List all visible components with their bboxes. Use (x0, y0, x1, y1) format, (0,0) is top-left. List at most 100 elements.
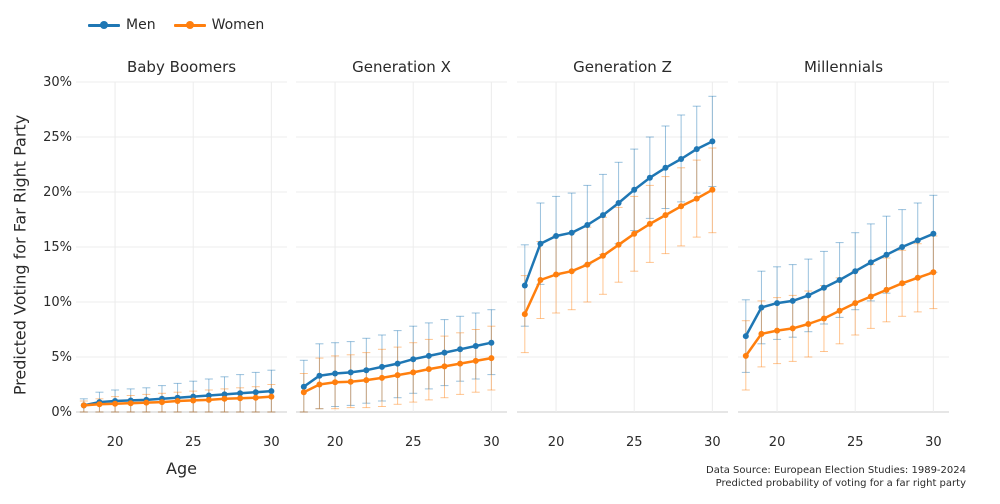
legend-dot-men (100, 21, 108, 29)
data-point-women (457, 360, 464, 367)
panel-title: Generation Z (573, 58, 672, 76)
data-point-men (425, 352, 432, 359)
data-point-women (805, 321, 812, 327)
x-tick-label: 20 (327, 435, 344, 450)
data-point-men (709, 138, 716, 145)
data-point-women (96, 401, 103, 408)
data-point-women (252, 394, 259, 401)
data-point-women (174, 398, 181, 404)
data-point-men (742, 333, 749, 340)
y-axis-label: Predicted Voting for Far Right Party (10, 114, 30, 396)
data-point-women (237, 395, 244, 402)
data-source-caption: Data Source: European Election Studies: … (706, 464, 966, 490)
data-point-women (553, 271, 560, 278)
data-point-women (316, 381, 323, 388)
x-tick-label: 20 (769, 435, 786, 450)
data-point-women (899, 280, 906, 287)
x-tick-label: 20 (107, 435, 124, 450)
data-point-women (867, 293, 874, 300)
data-point-women (599, 252, 606, 259)
y-tick-label: 5% (51, 350, 72, 365)
data-point-women (709, 186, 716, 193)
data-point-women (914, 274, 921, 281)
data-point-women (112, 400, 119, 407)
data-point-women (363, 377, 370, 384)
data-point-women (742, 352, 749, 359)
data-point-men (521, 282, 528, 289)
data-point-men (316, 372, 323, 379)
data-point-men (537, 240, 544, 247)
y-tick-label: 10% (43, 295, 72, 310)
data-point-women (820, 315, 827, 322)
data-point-men (332, 370, 339, 377)
data-point-women (158, 399, 165, 406)
data-point-men (252, 389, 259, 396)
data-point-women (127, 400, 134, 407)
legend: Men Women (88, 17, 264, 33)
data-point-women (332, 379, 339, 386)
data-point-women (472, 357, 479, 364)
data-point-men (300, 383, 307, 390)
data-point-men (584, 222, 591, 228)
data-point-women (537, 277, 544, 283)
data-point-men (836, 277, 843, 283)
data-point-men (268, 388, 275, 395)
y-tick-label: 15% (43, 240, 72, 255)
x-tick-label: 25 (185, 435, 202, 450)
data-point-men (553, 233, 560, 239)
data-point-women (347, 378, 354, 385)
x-tick-label: 25 (405, 435, 422, 450)
data-point-women (300, 389, 307, 396)
data-point-men (615, 200, 622, 206)
caption-line-description: Predicted probability of voting for a fa… (715, 478, 966, 489)
data-point-men (472, 343, 479, 349)
data-point-women (143, 399, 150, 406)
data-point-men (758, 304, 765, 311)
data-point-men (646, 174, 653, 181)
data-point-women (521, 311, 528, 318)
data-point-men (363, 367, 370, 374)
y-tick-label: 30% (43, 75, 72, 90)
legend-swatch-men (88, 18, 120, 32)
data-point-women (394, 372, 401, 379)
data-point-women (568, 268, 575, 275)
data-point-women (615, 241, 622, 248)
legend-dot-women (185, 21, 194, 29)
y-tick-label: 0% (51, 405, 72, 420)
data-point-men (899, 244, 906, 250)
legend-item-women[interactable]: Women (173, 17, 264, 33)
data-point-men (568, 229, 575, 236)
data-point-women (930, 269, 937, 276)
data-point-women (378, 374, 385, 381)
data-point-men (631, 186, 638, 193)
x-tick-label: 30 (704, 435, 721, 450)
x-tick-label: 20 (548, 435, 565, 450)
y-tick-label: 20% (43, 185, 72, 200)
data-point-women (425, 366, 432, 373)
x-tick-label: 25 (847, 435, 864, 450)
data-point-men (378, 363, 385, 370)
data-point-men (883, 251, 890, 258)
data-point-men (789, 297, 796, 304)
legend-swatch-women (173, 18, 206, 32)
data-point-women (205, 396, 212, 403)
data-point-men (347, 369, 354, 376)
data-point-men (852, 268, 859, 275)
data-point-women (836, 307, 843, 314)
x-tick-label: 30 (483, 435, 500, 450)
data-point-men (221, 391, 228, 398)
x-tick-label: 30 (925, 435, 942, 450)
data-point-women (410, 369, 417, 376)
data-point-men (805, 292, 812, 299)
data-point-men (410, 356, 417, 363)
legend-item-men[interactable]: Men (88, 17, 156, 33)
data-point-women (646, 220, 653, 227)
data-point-men (488, 339, 495, 346)
data-point-men (599, 212, 606, 219)
data-point-men (205, 392, 212, 399)
y-tick-label: 25% (43, 130, 72, 145)
data-point-women (693, 195, 700, 202)
data-point-men (237, 390, 244, 397)
data-point-women (221, 395, 228, 402)
data-point-women (774, 327, 781, 334)
